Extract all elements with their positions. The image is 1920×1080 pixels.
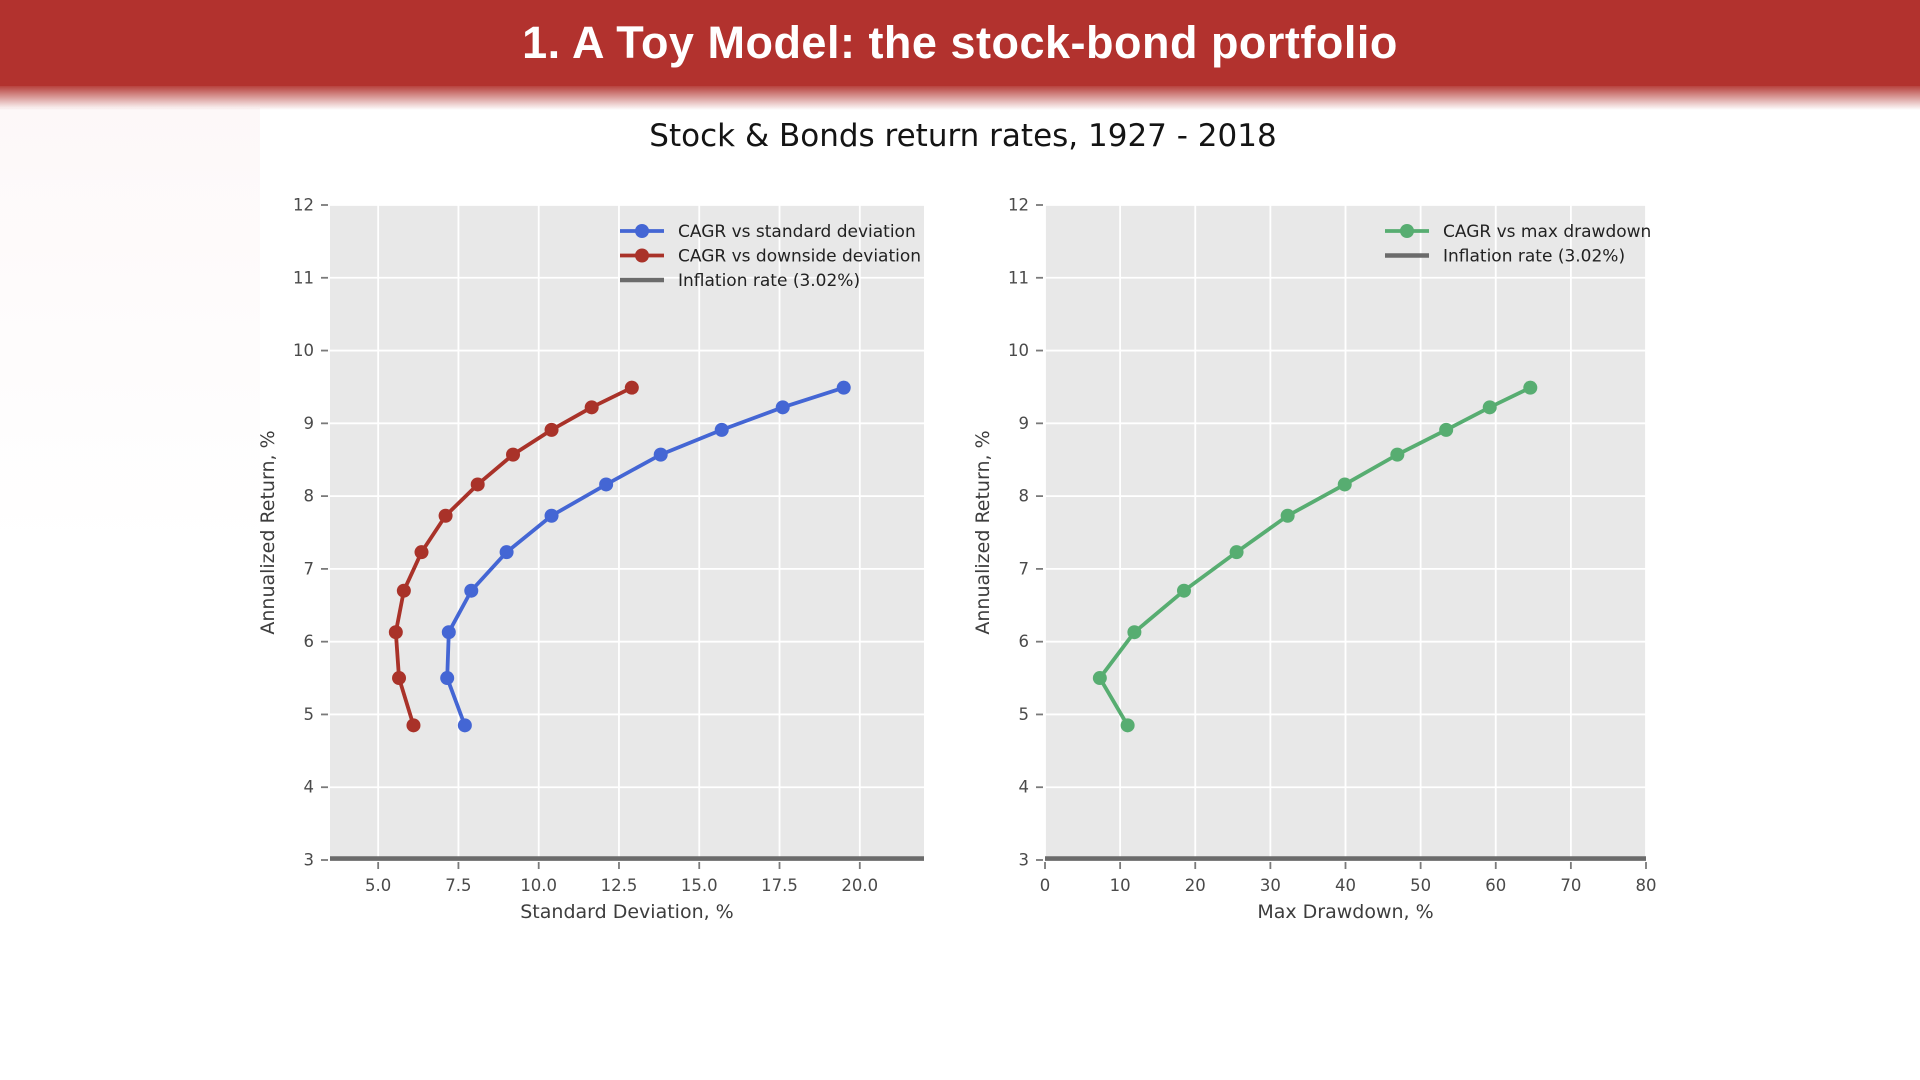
- x-tick-label: 5.0: [365, 876, 391, 895]
- x-tick-label: 50: [1410, 876, 1431, 895]
- banner-gradient: [0, 84, 1920, 110]
- y-tick-label: 3: [304, 851, 315, 870]
- legend: CAGR vs standard deviation CAGR vs downsi…: [620, 222, 921, 291]
- data-point: [506, 447, 521, 462]
- x-tick-label: 12.5: [601, 876, 638, 895]
- data-point: [714, 422, 729, 437]
- y-tick-label: 4: [1019, 778, 1030, 797]
- data-point: [599, 477, 614, 492]
- data-point: [464, 583, 479, 598]
- y-tick-label: 5: [1019, 705, 1030, 724]
- y-tick-label: 7: [304, 559, 315, 578]
- data-point: [653, 447, 668, 462]
- y-tick-label: 11: [1008, 268, 1029, 287]
- data-point: [470, 477, 485, 492]
- legend: CAGR vs max drawdown Inflation rate (3.02…: [1385, 222, 1651, 267]
- y-tick-label: 7: [1019, 559, 1030, 578]
- legend-marker-dot: [1400, 224, 1414, 238]
- y-tick-label: 10: [293, 341, 314, 360]
- data-point: [584, 400, 599, 415]
- y-tick-label: 11: [293, 268, 314, 287]
- y-tick-label: 3: [1019, 851, 1030, 870]
- right-chart-cagr-vs-max-drawdown: 0 10 20 30 40 50 60 70 80 12 11 10 9 8 7 6 5 4 3 Max Drawdo…: [972, 196, 1657, 924]
- x-tick-label: 70: [1560, 876, 1581, 895]
- y-tick-label: 6: [1019, 632, 1030, 651]
- y-tick-label: 10: [1008, 341, 1029, 360]
- x-tick-label: 7.5: [445, 876, 471, 895]
- x-tick-label: 10: [1110, 876, 1131, 895]
- data-point: [414, 545, 429, 560]
- data-point: [544, 422, 559, 437]
- data-point: [1523, 380, 1538, 395]
- x-axis-label: Standard Deviation, %: [520, 901, 734, 923]
- y-tick-label: 12: [293, 196, 314, 215]
- y-tick-label: 5: [304, 705, 315, 724]
- data-point: [775, 400, 790, 415]
- slide-header-banner: 1. A Toy Model: the stock-bond portfolio: [0, 0, 1920, 86]
- y-tick-label: 12: [1008, 196, 1029, 215]
- data-point: [392, 671, 407, 686]
- data-point: [499, 545, 514, 560]
- slide-title: 1. A Toy Model: the stock-bond portfolio: [522, 17, 1398, 68]
- x-tick-label: 60: [1485, 876, 1506, 895]
- series-cagr-vs-max-drawdown: [1092, 380, 1538, 733]
- y-tick-label: 8: [1019, 487, 1030, 506]
- x-tick-label: 17.5: [761, 876, 798, 895]
- x-tick-label: 10.0: [520, 876, 557, 895]
- plot-background: [330, 205, 924, 860]
- data-point: [1120, 718, 1135, 733]
- x-tick-label: 30: [1260, 876, 1281, 895]
- data-point: [1127, 625, 1142, 640]
- legend-label: CAGR vs max drawdown: [1443, 222, 1651, 242]
- legend-label: Inflation rate (3.02%): [1443, 247, 1625, 267]
- data-point: [544, 508, 559, 523]
- y-tick-label: 9: [1019, 414, 1030, 433]
- data-point: [1439, 422, 1454, 437]
- data-point: [406, 718, 421, 733]
- y-tick-label: 8: [304, 487, 315, 506]
- data-point: [441, 625, 456, 640]
- data-point: [396, 583, 411, 598]
- x-tick-label: 20.0: [841, 876, 878, 895]
- legend-label: Inflation rate (3.02%): [678, 271, 860, 291]
- left-chart-cagr-vs-deviation: 5.0 7.5 10.0 12.5 15.0 17.5 20.0 12 11 10 9 8 7 6 5 4 3 S…: [257, 196, 924, 923]
- y-axis-label: Annualized Return, %: [972, 430, 994, 634]
- data-point: [457, 718, 472, 733]
- y-tick-label: 4: [304, 778, 315, 797]
- x-tick-label: 20: [1185, 876, 1206, 895]
- y-axis-label: Annualized Return, %: [257, 430, 279, 634]
- x-tick-label: 0: [1040, 876, 1051, 895]
- data-point: [1176, 583, 1191, 598]
- data-point: [438, 508, 453, 523]
- y-tick-label: 6: [304, 632, 315, 651]
- legend-marker-dot: [635, 224, 649, 238]
- data-point: [1337, 477, 1352, 492]
- chart-title: Stock & Bonds return rates, 1927 - 2018: [649, 118, 1277, 154]
- data-point: [1092, 671, 1107, 686]
- x-axis-label: Max Drawdown, %: [1257, 901, 1433, 923]
- data-point: [388, 625, 403, 640]
- axis-ticks: 5.0 7.5 10.0 12.5 15.0 17.5 20.0 12 11 10 9 8 7 6 5 4 3: [293, 196, 878, 896]
- data-point: [1482, 400, 1497, 415]
- legend-marker-dot: [635, 248, 649, 263]
- data-point: [1229, 545, 1244, 560]
- axis-ticks: 0 10 20 30 40 50 60 70 80 12 11 10 9 8 7 6 5 4 3: [1008, 196, 1657, 896]
- x-tick-label: 15.0: [681, 876, 718, 895]
- series-cagr-vs-downside-deviation: [388, 380, 639, 733]
- x-tick-label: 40: [1335, 876, 1356, 895]
- x-tick-label: 80: [1636, 876, 1657, 895]
- legend-label: CAGR vs standard deviation: [678, 222, 916, 242]
- data-point: [1280, 508, 1295, 523]
- data-point: [624, 380, 639, 395]
- data-point: [836, 380, 851, 395]
- data-point: [1390, 447, 1405, 462]
- left-margin-tint: [0, 108, 260, 548]
- gridlines: [1044, 204, 1647, 861]
- series-cagr-vs-standard-deviation: [440, 380, 851, 733]
- data-point: [440, 671, 455, 686]
- legend-label: CAGR vs downside deviation: [678, 247, 921, 267]
- y-tick-label: 9: [304, 414, 315, 433]
